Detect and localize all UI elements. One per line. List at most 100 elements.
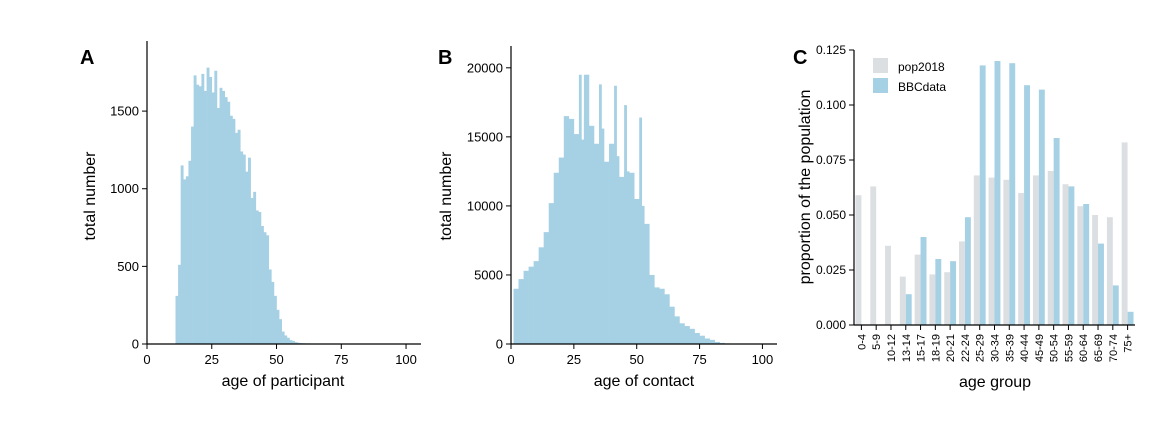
panel-c-x-tick-label: 18-19: [930, 334, 942, 362]
panel-c-x-tick-label: 13-14: [901, 334, 913, 362]
panel-a-bar: [188, 160, 192, 344]
panel-a-bar: [266, 235, 270, 344]
panel-a-x-axis-label: age of participant: [222, 373, 345, 390]
panel-c-bar-bbcdata: [1024, 85, 1030, 325]
panel-b-bar: [629, 172, 635, 344]
panel-c-bar-pop2018: [1032, 175, 1039, 325]
panel-c-x-tick-label: 30-34: [990, 334, 1002, 362]
panel-b-bar: [533, 261, 539, 344]
panel-a-bar: [227, 101, 231, 344]
panel-c-bar-bbcdata: [905, 294, 912, 325]
panel-a-y-tick-label: 500: [117, 259, 139, 274]
panel-c-bar-bbcdata: [950, 261, 957, 325]
panel-b-axes: 0 25 50 75 100 0 5000 10000 15000 20000: [467, 46, 777, 367]
panel-b-bar: [679, 323, 685, 344]
panel-c-x-axis-label: age group: [959, 374, 1031, 391]
panel-b-bar: [543, 232, 550, 344]
panel-c-bar-bbcdata: [964, 217, 971, 325]
panel-b-y-tick-label: 15000: [467, 129, 503, 144]
panel-a-bar: [219, 87, 223, 344]
panel-c-x-tick-label: 20-21: [945, 334, 957, 362]
panel-c-bar-bbcdata: [920, 237, 927, 325]
panel-b-y-tick-label: 20000: [467, 60, 503, 75]
panel-b-x-tick-label: 100: [752, 352, 774, 367]
panel-a-bar: [294, 342, 298, 344]
panel-c-x-tick-label: 35-39: [1004, 334, 1016, 362]
panel-a-bar: [271, 281, 275, 344]
panel-a-y-tick-label: 1500: [110, 104, 139, 119]
panel-b-bar: [553, 172, 560, 344]
panel-a-y-axis-label: total number: [82, 151, 99, 241]
panel-c-bar-pop2018: [1018, 193, 1025, 325]
panel-c-y-tick-label: 0.050: [816, 208, 846, 222]
panel-a-x-tick-label: 25: [205, 352, 219, 367]
panel-a-x-tick-label: 50: [269, 352, 283, 367]
legend-label-pop2018: pop2018: [898, 60, 945, 74]
panel-a-bar: [229, 115, 233, 345]
panel-b-bar: [694, 332, 700, 344]
panel-b-bar: [583, 116, 587, 345]
panel-c-bar-pop2018: [1106, 217, 1113, 325]
panel-c-x-tick-label: 22-24: [960, 334, 972, 362]
panel-c-bar-pop2018: [1062, 184, 1069, 325]
panel-b-y-tick-label: 0: [496, 337, 503, 352]
panel-a-bar: [214, 70, 218, 344]
panel-c-bar-bbcdata: [1038, 89, 1045, 325]
panel-c-bar-pop2018: [899, 276, 906, 325]
panel-a-bar: [289, 340, 293, 344]
panel-c-bar-pop2018: [959, 241, 965, 325]
panel-b-bar: [654, 287, 660, 344]
panel-b-bar: [699, 335, 705, 344]
panel-a-label: A: [80, 47, 94, 69]
panel-b-bar: [689, 328, 695, 344]
panel-b-bar: [649, 274, 655, 344]
panel-b-bar: [513, 288, 519, 344]
panel-a-bar: [263, 232, 267, 344]
panel-c-bar-bbcdata: [1127, 311, 1134, 325]
panel-a-bar: [273, 295, 277, 344]
panel-c-x-tick-label: 10-12: [886, 334, 898, 362]
panel-c-bar-pop2018: [1077, 206, 1084, 325]
panel-c-x-tick-label: 15-17: [916, 334, 928, 362]
panel-c-y-tick-label: 0.075: [816, 153, 846, 167]
panel-a-bar: [178, 264, 181, 344]
panel-a-bar: [185, 176, 189, 344]
panel-a-bar: [180, 165, 184, 344]
panel-a-bar: [193, 75, 197, 344]
panel-c-x-tick-label: 75+: [1123, 334, 1135, 353]
panel-a-bar: [297, 342, 301, 344]
panel-a-bar: [281, 331, 285, 344]
panel-c-y-axis-label: proportion of the population: [797, 90, 814, 285]
panel-c-bar-bbcdata: [994, 61, 1001, 325]
panel-b-bar: [639, 117, 643, 345]
panel-c-x-tick-label: 55-59: [1063, 334, 1075, 362]
panel-a-bar: [286, 337, 290, 344]
panel-b-x-axis-label: age of contact: [594, 373, 695, 390]
panel-b-bar: [609, 143, 615, 344]
panel-b-bar: [709, 339, 715, 344]
panel-a-bar: [198, 86, 202, 345]
panel-a-bar: [284, 335, 288, 344]
panel-c-y-tick-label: 0.125: [816, 43, 846, 57]
panel-b-bar: [634, 199, 640, 344]
panel-a-x-tick-label: 0: [143, 352, 150, 367]
panel-a-bar: [276, 309, 280, 344]
panel-c-bar-bbcdata: [1068, 186, 1075, 325]
panel-a-bar: [191, 126, 194, 344]
panel-b-bar: [624, 105, 627, 344]
panel-b-y-tick-label: 5000: [474, 267, 503, 282]
panel-b-bar: [704, 338, 710, 344]
panel-b-x-tick-label: 25: [567, 352, 581, 367]
panel-c-bar-bbcdata: [935, 259, 942, 325]
panel-a-bar: [237, 129, 241, 344]
panel-c-legend: pop2018 BBCdata: [873, 58, 946, 94]
panel-c-bar-pop2018: [1003, 179, 1010, 325]
panel-c-y-tick-label: 0.000: [816, 318, 846, 332]
panel-c-bar-pop2018: [944, 272, 951, 325]
panel-a-bar: [268, 269, 272, 344]
panel-b-bar: [714, 341, 720, 344]
panel-b-label: B: [438, 47, 452, 69]
panel-c-bar-bbcdata: [979, 65, 986, 326]
panel-b-bar: [669, 306, 675, 344]
